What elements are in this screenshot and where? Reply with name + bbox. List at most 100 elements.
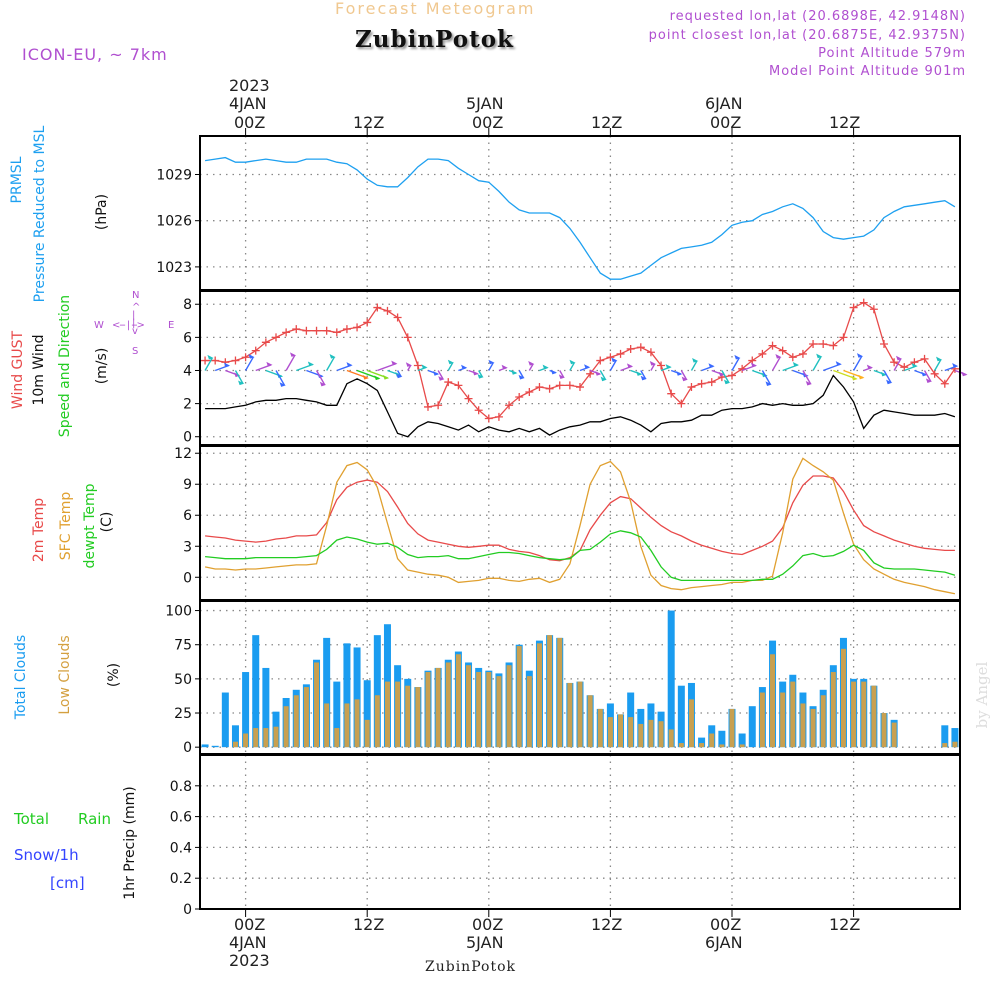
gust-point xyxy=(677,399,686,408)
gust-point xyxy=(272,333,280,342)
gust-point xyxy=(920,354,929,363)
compass-w: W xyxy=(94,320,104,331)
wind-arrow-head xyxy=(734,354,741,360)
low-cloud-bar xyxy=(324,703,330,748)
gust-point xyxy=(474,406,483,415)
low-cloud-bar xyxy=(810,708,816,748)
gust-point xyxy=(342,325,351,334)
gust-point xyxy=(839,333,848,342)
panel-temperature: 0 3 6 9 12 xyxy=(174,445,961,601)
low-cloud-bar xyxy=(435,667,441,748)
low-cloud-bar xyxy=(354,699,360,748)
wind-arrow-head xyxy=(911,363,918,368)
series-temperature-1 xyxy=(204,457,956,595)
total-cloud-bar xyxy=(242,672,250,748)
wind-direction-arrow xyxy=(893,358,902,371)
wind-arrow-head xyxy=(319,381,327,387)
bottom-hour-label-3: 00Z xyxy=(472,915,504,934)
gust-point xyxy=(261,338,270,347)
total-cloud-bar xyxy=(343,643,351,748)
total-cloud-bar xyxy=(373,635,381,748)
gust-point xyxy=(241,353,250,362)
total-cloud-bar xyxy=(363,680,371,748)
wind-arrow-head xyxy=(447,359,455,365)
total-cloud-bar xyxy=(201,744,209,748)
series-wind-0 xyxy=(205,301,956,420)
gust-point xyxy=(555,381,564,390)
gust-point xyxy=(322,326,331,335)
wind-arrow-head xyxy=(718,371,725,377)
total-cloud-bar xyxy=(738,733,746,748)
gust-point xyxy=(880,339,888,348)
compass-e: E xyxy=(168,320,175,331)
gust-point xyxy=(484,414,493,423)
low-cloud-bar xyxy=(253,728,259,748)
low-cloud-bar xyxy=(942,743,948,748)
wind-arrow-head xyxy=(858,374,865,380)
low-cloud-bar xyxy=(516,646,522,748)
top-day-label-1: 4JAN xyxy=(229,94,267,113)
low-cloud-bar xyxy=(557,637,563,748)
panel-frame-precip xyxy=(199,754,961,910)
gust-point xyxy=(697,379,706,388)
wind-arrow-head xyxy=(307,361,315,367)
low-cloud-bar xyxy=(466,665,472,748)
bottom-day-label-1: 4JAN xyxy=(229,933,267,952)
ytick-label-temperature-3: 9 xyxy=(183,477,192,493)
wind-direction-arrow xyxy=(326,356,335,371)
wind-direction-arrow xyxy=(771,356,781,371)
gust-point xyxy=(768,341,777,350)
wind-arrow-head xyxy=(676,371,683,376)
low-cloud-bar xyxy=(283,706,289,748)
wind-arrow-head xyxy=(765,381,772,386)
low-cloud-bar xyxy=(658,721,664,748)
wind-arrow-head xyxy=(866,364,874,370)
low-cloud-bar xyxy=(364,719,370,748)
ytick-label-clouds-2: 50 xyxy=(174,672,192,688)
low-cloud-bar xyxy=(314,662,320,748)
gust-point xyxy=(849,303,858,312)
low-cloud-bar xyxy=(506,665,512,748)
gust-point xyxy=(535,383,544,392)
wind-direction-arrow xyxy=(447,362,454,371)
wind-direction-arrow xyxy=(234,370,244,384)
wind-arrow-head xyxy=(266,361,273,367)
ytick-label-temperature-4: 12 xyxy=(174,446,192,462)
wind-arrow-head xyxy=(542,364,549,370)
gust-point xyxy=(413,361,422,370)
low-cloud-bar xyxy=(486,672,492,748)
wind-arrow-head xyxy=(600,376,607,382)
wind-direction-arrow xyxy=(650,363,656,371)
wind-arrow-head xyxy=(248,354,255,359)
gust-point xyxy=(494,412,503,421)
wind-direction-arrow xyxy=(407,364,412,371)
wind-arrow-head xyxy=(461,364,468,370)
wind-direction-arrow xyxy=(478,370,484,378)
total-cloud-bar xyxy=(667,610,675,748)
ytick-label-precip-2: 0.4 xyxy=(170,840,192,856)
low-cloud-bar xyxy=(455,654,461,748)
low-cloud-bar xyxy=(334,728,340,748)
gust-point xyxy=(454,381,463,390)
model-altitude: Model Point Altitude 901m xyxy=(769,64,966,79)
low-cloud-bar xyxy=(536,643,542,748)
gust-point xyxy=(505,401,514,410)
gust-point xyxy=(201,356,210,365)
wind-direction-arrow xyxy=(812,356,822,371)
precip-snow-label: Snow/1h xyxy=(14,846,79,864)
total-cloud-bar xyxy=(353,647,361,748)
top-hour-label-6: 12Z xyxy=(829,113,861,132)
gust-point xyxy=(576,383,584,392)
compass-rose: N W E S <-- | --> ^ | | v xyxy=(92,290,176,357)
wind-direction-arrow xyxy=(721,370,730,383)
wind-direction-arrow xyxy=(204,357,213,371)
ytick-label-wind-4: 8 xyxy=(183,297,192,313)
gust-point xyxy=(596,356,605,365)
total-cloud-bar xyxy=(333,681,341,748)
gust-point xyxy=(434,401,443,410)
low-cloud-bar xyxy=(303,687,309,748)
total-cloud-bar xyxy=(211,745,219,748)
point-altitude: Point Altitude 579m xyxy=(818,46,966,61)
gust-point xyxy=(332,328,341,337)
